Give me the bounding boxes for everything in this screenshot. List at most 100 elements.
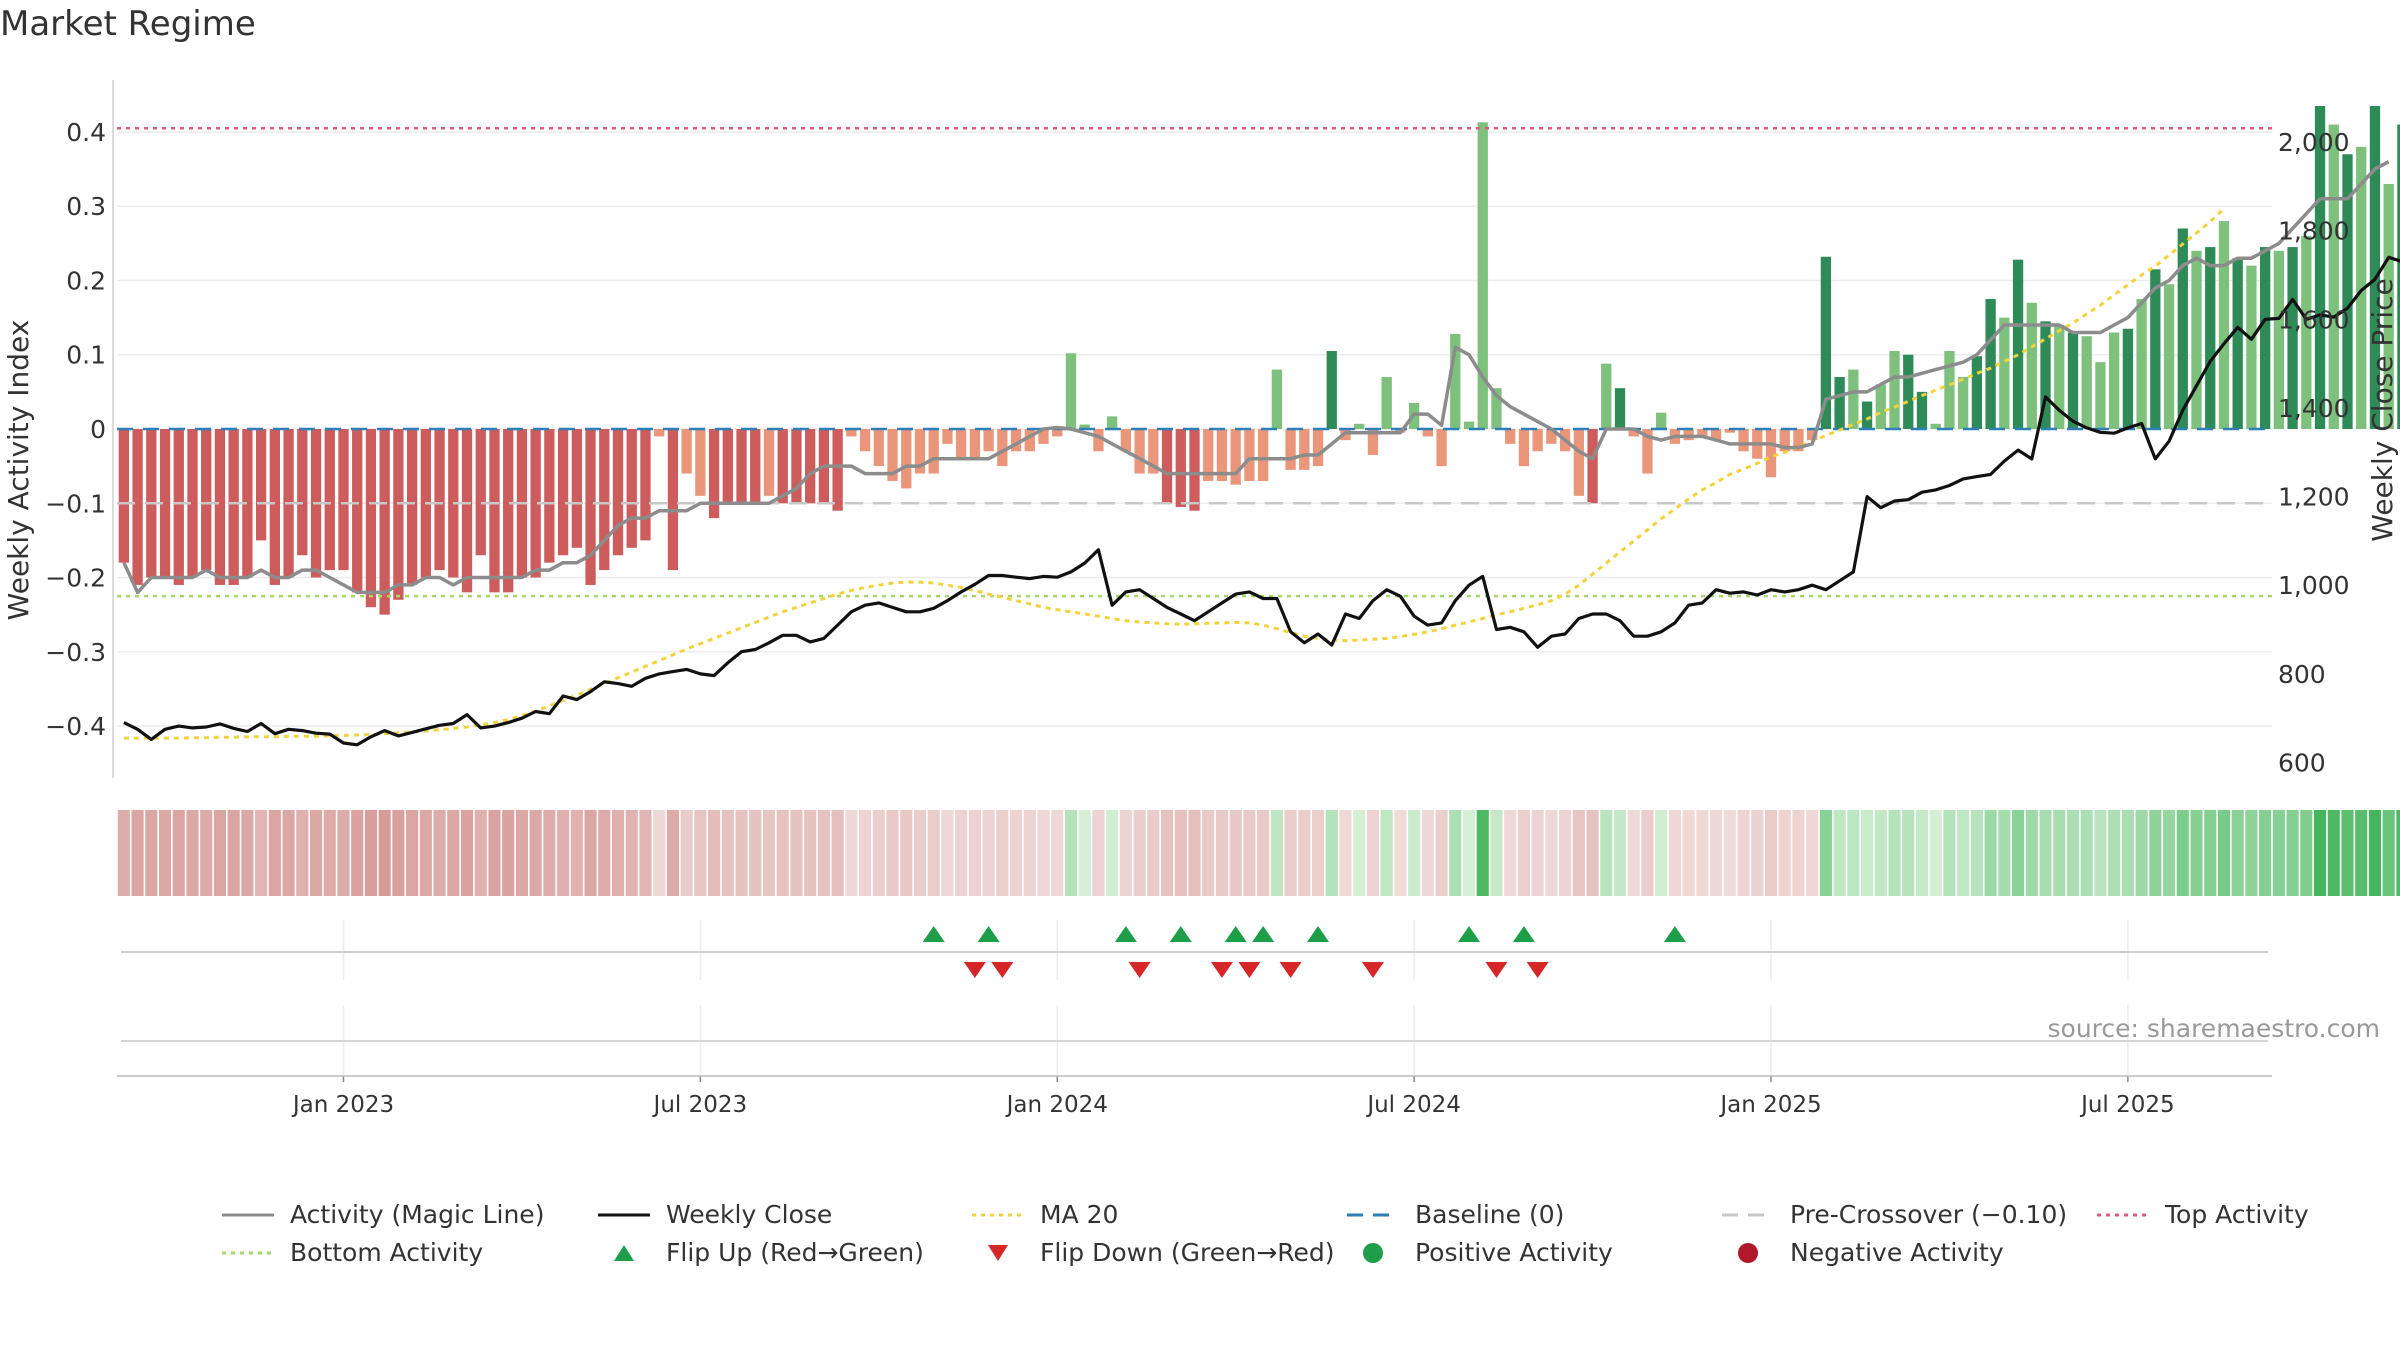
- activity-bar: [1175, 429, 1186, 507]
- activity-bar: [489, 429, 500, 593]
- legend-item: Weekly Close: [596, 1200, 832, 1229]
- heat-cell: [831, 810, 844, 896]
- legend-label: Flip Up (Red→Green): [666, 1238, 924, 1267]
- activity-bar: [2314, 105, 2326, 429]
- activity-bar: [667, 429, 679, 571]
- heat-cell: [2341, 810, 2354, 896]
- activity-bar: [1354, 423, 1365, 429]
- activity-bar: [2191, 250, 2202, 429]
- activity-bar: [626, 429, 637, 548]
- heat-cell: [1476, 810, 1489, 896]
- solid-swatch: [598, 1213, 650, 1216]
- heat-cell: [1984, 810, 1997, 896]
- solid-swatch: [222, 1213, 274, 1216]
- heat-cell: [131, 810, 144, 896]
- y-left-tick-label: 0.4: [66, 118, 106, 147]
- heat-cell: [1888, 810, 1901, 896]
- heat-cell: [1572, 810, 1585, 896]
- heat-cell: [872, 810, 885, 896]
- heat-cell: [1641, 810, 1654, 896]
- heat-cell: [762, 810, 776, 896]
- heat-cell: [1435, 810, 1448, 896]
- heat-cell: [1064, 810, 1078, 896]
- activity-bar: [2218, 221, 2230, 429]
- activity-bar: [1518, 429, 1530, 467]
- heat-cell: [1147, 810, 1160, 896]
- heat-cell: [611, 810, 625, 896]
- legend-item: Pre-Crossover (−0.10): [1720, 1200, 2067, 1229]
- activity-bar: [2081, 336, 2092, 429]
- activity-bar: [1834, 377, 1845, 429]
- activity-bar: [1106, 416, 1118, 429]
- heat-cell: [447, 810, 460, 896]
- activity-bar: [2273, 250, 2285, 429]
- flip-down-marker: [1485, 962, 1508, 978]
- dotted-swatch: [2097, 1213, 2149, 1216]
- heat-cell: [2204, 810, 2217, 896]
- y-left-tick-label: −0.2: [45, 564, 106, 593]
- activity-bar: [2040, 321, 2051, 429]
- activity-bar: [2136, 299, 2147, 429]
- activity-bar: [242, 429, 253, 578]
- activity-bar: [173, 429, 184, 585]
- activity-bar: [2232, 258, 2243, 429]
- activity-bar: [1093, 429, 1104, 452]
- heat-cell: [2025, 810, 2038, 896]
- heat-cell: [2094, 810, 2107, 896]
- heat-cell: [1847, 810, 1860, 896]
- heat-cell: [460, 810, 474, 896]
- activity-bar: [2095, 362, 2106, 429]
- flip-down-marker: [1128, 962, 1151, 978]
- heat-cell: [2149, 810, 2162, 896]
- activity-bar: [1148, 429, 1159, 474]
- heat-cell: [502, 810, 515, 896]
- activity-bar: [338, 429, 349, 571]
- activity-bar: [1065, 353, 1077, 429]
- heat-cell: [309, 810, 323, 896]
- legend-item: Top Activity: [2095, 1200, 2309, 1229]
- activity-bar: [1312, 429, 1324, 467]
- activity-bar: [1656, 412, 1667, 429]
- heat-cell: [1188, 810, 1201, 896]
- heat-cell: [1970, 810, 1983, 896]
- heat-cell: [1504, 810, 1517, 896]
- legend-label: Flip Down (Green→Red): [1040, 1238, 1335, 1267]
- heat-cell: [337, 810, 350, 896]
- heat-cell: [1051, 810, 1064, 896]
- x-tick-label: Jan 2025: [1718, 1092, 1821, 1118]
- activity-bar: [1271, 369, 1283, 429]
- activity-bar: [2163, 284, 2175, 429]
- activity-bar: [1422, 429, 1433, 437]
- flip-up-marker: [1224, 926, 1247, 942]
- activity-bar: [736, 429, 747, 504]
- legend-item: Flip Down (Green→Red): [970, 1238, 1335, 1267]
- flip-down-marker: [963, 962, 986, 978]
- heat-cell: [351, 810, 364, 896]
- activity-bar: [228, 429, 239, 585]
- heat-cell: [2108, 810, 2121, 896]
- activity-bar: [1710, 429, 1722, 441]
- heat-cell: [982, 810, 995, 896]
- activity-bar: [1079, 424, 1090, 429]
- activity-bar: [846, 429, 857, 437]
- activity-bars: [118, 105, 2400, 615]
- heat-cell: [941, 810, 954, 896]
- heat-cell: [721, 810, 734, 896]
- heat-cell: [1215, 810, 1229, 896]
- heat-cell: [433, 810, 446, 896]
- heat-cell: [1613, 810, 1627, 896]
- heat-cell: [639, 810, 652, 896]
- activity-bar: [1450, 333, 1461, 429]
- heat-cell: [1009, 810, 1023, 896]
- heat-cell: [2396, 810, 2400, 896]
- legend-label: Negative Activity: [1790, 1238, 2004, 1267]
- heat-cell: [2176, 810, 2189, 896]
- heat-cell: [2162, 810, 2176, 896]
- heat-cell: [1764, 810, 1778, 896]
- flip-up-marker: [1663, 926, 1686, 942]
- heat-cell: [1682, 810, 1695, 896]
- dotted-swatch: [222, 1251, 274, 1254]
- activity-bar: [2012, 259, 2024, 429]
- heat-cell: [392, 810, 405, 896]
- heat-cell: [1257, 810, 1270, 896]
